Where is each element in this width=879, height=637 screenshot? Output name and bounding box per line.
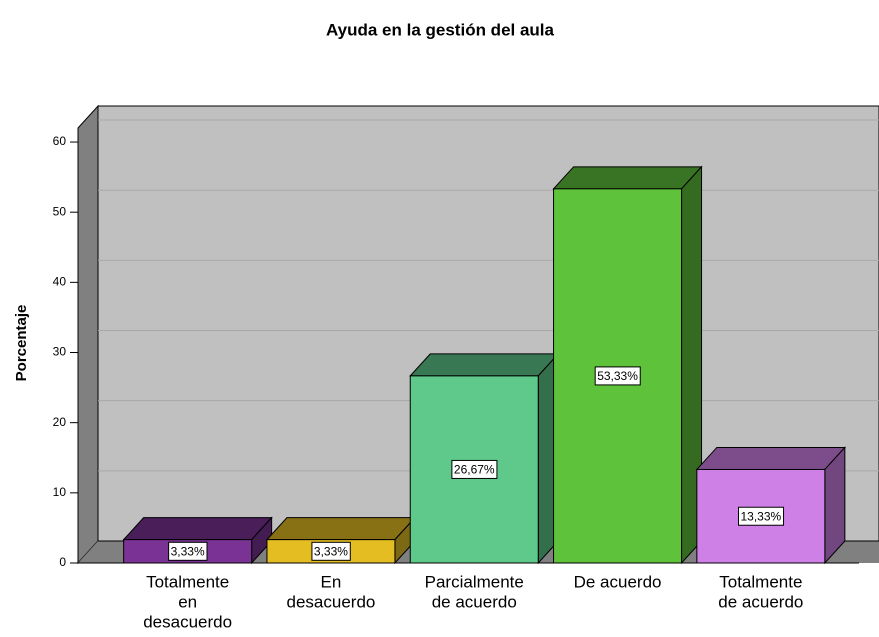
y-tick-label: 30 bbox=[53, 345, 67, 359]
left-wall bbox=[77, 104, 99, 565]
data-label: 3,33% bbox=[171, 544, 205, 558]
data-label: 26,67% bbox=[454, 463, 495, 477]
x-tick-label: De acuerdo bbox=[574, 572, 662, 591]
bar-top bbox=[265, 517, 417, 541]
bar-top bbox=[409, 353, 560, 377]
x-tick-label: desacuerdo bbox=[143, 612, 232, 631]
y-tick-label: 40 bbox=[53, 275, 67, 289]
y-tick-label: 10 bbox=[53, 485, 67, 499]
x-tick-label: en bbox=[178, 592, 197, 611]
bar-top bbox=[695, 446, 846, 470]
y-tick-label: 0 bbox=[59, 555, 66, 569]
bar-group: 13,33% bbox=[695, 446, 846, 565]
x-tick-label: Totalmente bbox=[146, 572, 229, 591]
x-tick-label: En bbox=[321, 572, 342, 591]
data-label: 13,33% bbox=[740, 509, 781, 523]
data-label-box bbox=[451, 459, 498, 479]
bar-group: 53,33% bbox=[552, 165, 703, 565]
x-tick-label: de acuerdo bbox=[432, 592, 517, 611]
data-label: 3,33% bbox=[314, 544, 348, 558]
chart-title: Ayuda en la gestión del aula bbox=[326, 20, 555, 39]
data-label-box bbox=[594, 366, 641, 386]
data-label: 53,33% bbox=[597, 369, 638, 383]
bar-top bbox=[552, 166, 703, 190]
x-tick-label: desacuerdo bbox=[287, 592, 376, 611]
x-tick-label: de acuerdo bbox=[718, 592, 803, 611]
y-tick-label: 50 bbox=[53, 204, 67, 218]
x-tick-label: Totalmente bbox=[719, 572, 802, 591]
y-tick-label: 20 bbox=[53, 415, 67, 429]
x-tick-label: Parcialmente bbox=[425, 572, 524, 591]
bar-top bbox=[122, 517, 273, 541]
y-axis-label: Porcentaje bbox=[13, 305, 30, 382]
y-tick-label: 60 bbox=[53, 134, 67, 148]
bar-group: 26,67% bbox=[409, 352, 560, 565]
data-label-box bbox=[168, 541, 208, 561]
data-label-box bbox=[311, 541, 351, 561]
bar-group: 3,33% bbox=[265, 516, 417, 565]
data-label-box bbox=[737, 506, 785, 526]
bar-group: 3,33% bbox=[122, 516, 273, 565]
